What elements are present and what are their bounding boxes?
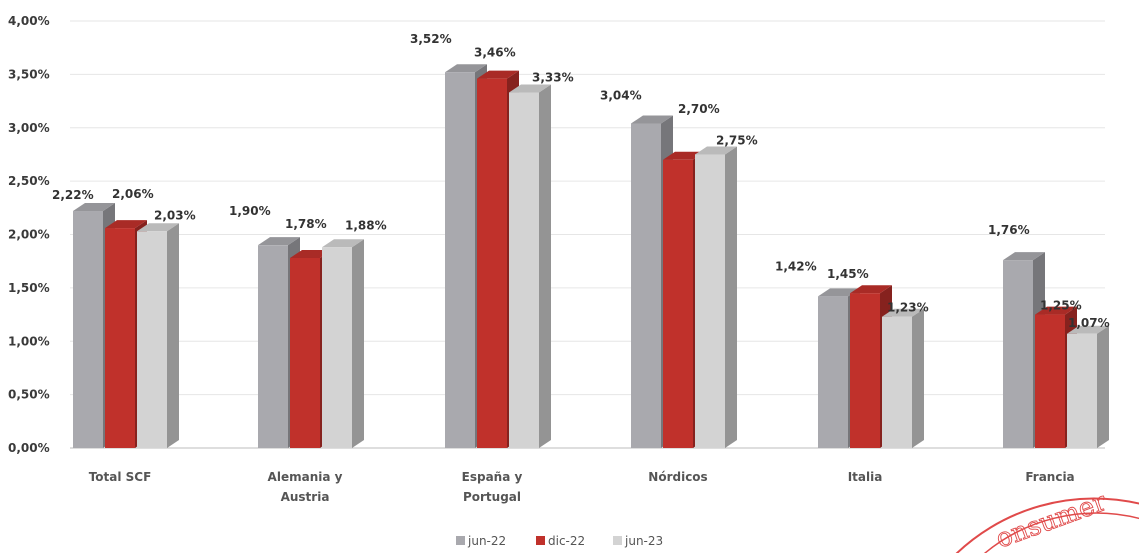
bar-jun-23 <box>695 154 725 448</box>
data-label: 1,25% <box>1040 299 1082 313</box>
x-category-label: Total SCF <box>89 470 152 484</box>
bar-dic-22 <box>105 228 135 448</box>
bar-jun-23 <box>137 231 167 448</box>
legend-label: jun-23 <box>624 534 663 548</box>
bar-jun-22 <box>73 211 103 448</box>
y-tick-label: 3,00% <box>8 121 50 135</box>
bar-jun-22 <box>258 245 288 448</box>
bar-jun-22 <box>818 296 848 448</box>
x-category-label: Italia <box>848 470 883 484</box>
bar-jun-23 <box>322 247 352 448</box>
y-tick-label: 2,00% <box>8 228 50 242</box>
bar-side-jun-23 <box>912 309 924 448</box>
bar-dic-22 <box>290 258 320 448</box>
svg-text:onsumer: onsumer <box>992 487 1111 553</box>
bar-side-jun-23 <box>1097 326 1109 448</box>
data-label: 2,06% <box>112 187 154 201</box>
bar-side-jun-23 <box>352 239 364 448</box>
bar-dic-22 <box>850 293 880 448</box>
data-label: 1,78% <box>285 217 327 231</box>
y-tick-label: 3,50% <box>8 67 50 81</box>
legend-swatch-dic-22 <box>536 536 545 545</box>
y-tick-label: 2,50% <box>8 174 50 188</box>
data-label: 1,42% <box>775 259 817 273</box>
y-tick-label: 1,50% <box>8 281 50 295</box>
data-label: 1,90% <box>229 204 271 218</box>
bar-side-jun-23 <box>725 146 737 448</box>
legend-swatch-jun-23 <box>613 536 622 545</box>
data-label: 2,75% <box>716 133 758 147</box>
data-label: 2,03% <box>154 208 196 222</box>
y-tick-label: 0,00% <box>8 441 50 455</box>
bar-dic-22 <box>663 160 693 448</box>
data-label: 1,45% <box>827 267 869 281</box>
x-category-label: Portugal <box>463 490 521 504</box>
bar-jun-23 <box>1067 334 1097 448</box>
bar-dic-22 <box>1035 315 1065 448</box>
x-category-label: Austria <box>281 490 330 504</box>
y-tick-label: 0,50% <box>8 388 50 402</box>
company-stamp: onsumer <box>950 487 1139 553</box>
legend-swatch-jun-22 <box>456 536 465 545</box>
bar-jun-23 <box>882 317 912 448</box>
data-label: 2,70% <box>678 102 720 116</box>
bar-side-jun-23 <box>539 85 551 448</box>
bar-jun-22 <box>445 72 475 448</box>
y-tick-label: 4,00% <box>8 14 50 28</box>
data-label: 1,76% <box>988 223 1030 237</box>
bar-jun-23 <box>509 93 539 448</box>
x-category-label: Nórdicos <box>648 470 707 484</box>
data-label: 3,04% <box>600 88 642 102</box>
bar-jun-22 <box>1003 260 1033 448</box>
data-label: 1,88% <box>345 218 387 232</box>
bar-side-jun-23 <box>167 223 179 448</box>
x-category-label: Francia <box>1025 470 1074 484</box>
data-label: 3,33% <box>532 71 574 85</box>
x-category-label: Alemania y <box>268 470 343 484</box>
y-tick-label: 1,00% <box>8 334 50 348</box>
data-label: 3,46% <box>474 46 516 60</box>
data-label: 1,23% <box>887 301 929 315</box>
legend-label: dic-22 <box>548 534 585 548</box>
data-label: 1,07% <box>1068 316 1110 330</box>
data-label: 2,22% <box>52 188 94 202</box>
x-category-label: España y <box>462 470 523 484</box>
legend-label: jun-22 <box>467 534 506 548</box>
bar-jun-22 <box>631 123 661 448</box>
bar-dic-22 <box>477 79 507 448</box>
data-label: 3,52% <box>410 32 452 46</box>
